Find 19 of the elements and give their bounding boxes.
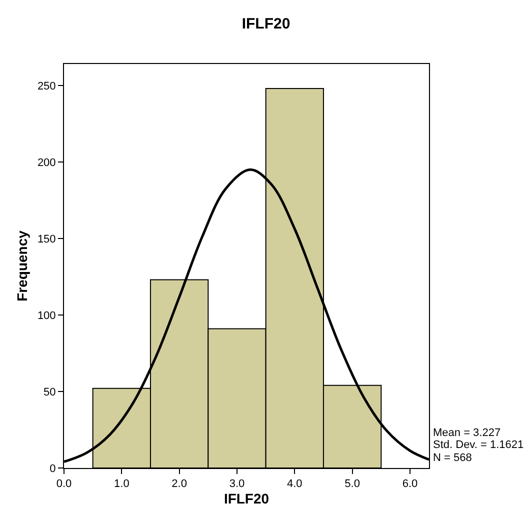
x-tick-label: 5.0 (344, 478, 360, 490)
text: N = 568 (433, 452, 472, 464)
text: Std. Dev. = 1.1621 (433, 439, 524, 451)
y-tick-label: 0 (50, 462, 56, 475)
y-tick-label: 50 (44, 386, 56, 398)
x-axis-title: IFLF20 (224, 490, 270, 506)
y-tick-label: 200 (37, 156, 56, 169)
x-tick-label: 0.0 (56, 478, 72, 490)
x-tick-label: 6.0 (402, 478, 418, 490)
x-tick-label: 3.0 (229, 478, 245, 490)
text: Mean = 3.227 (433, 427, 501, 439)
x-tick-label: 1.0 (114, 478, 130, 490)
y-tick-label: 250 (37, 80, 56, 92)
chart-title: IFLF20 (242, 16, 290, 33)
y-axis-title: Frequency (14, 230, 30, 302)
y-tick-label: 100 (37, 310, 56, 322)
x-tick-label: 2.0 (172, 478, 187, 490)
y-tick-label: 150 (37, 233, 56, 246)
x-tick-label: 4.0 (287, 478, 302, 490)
